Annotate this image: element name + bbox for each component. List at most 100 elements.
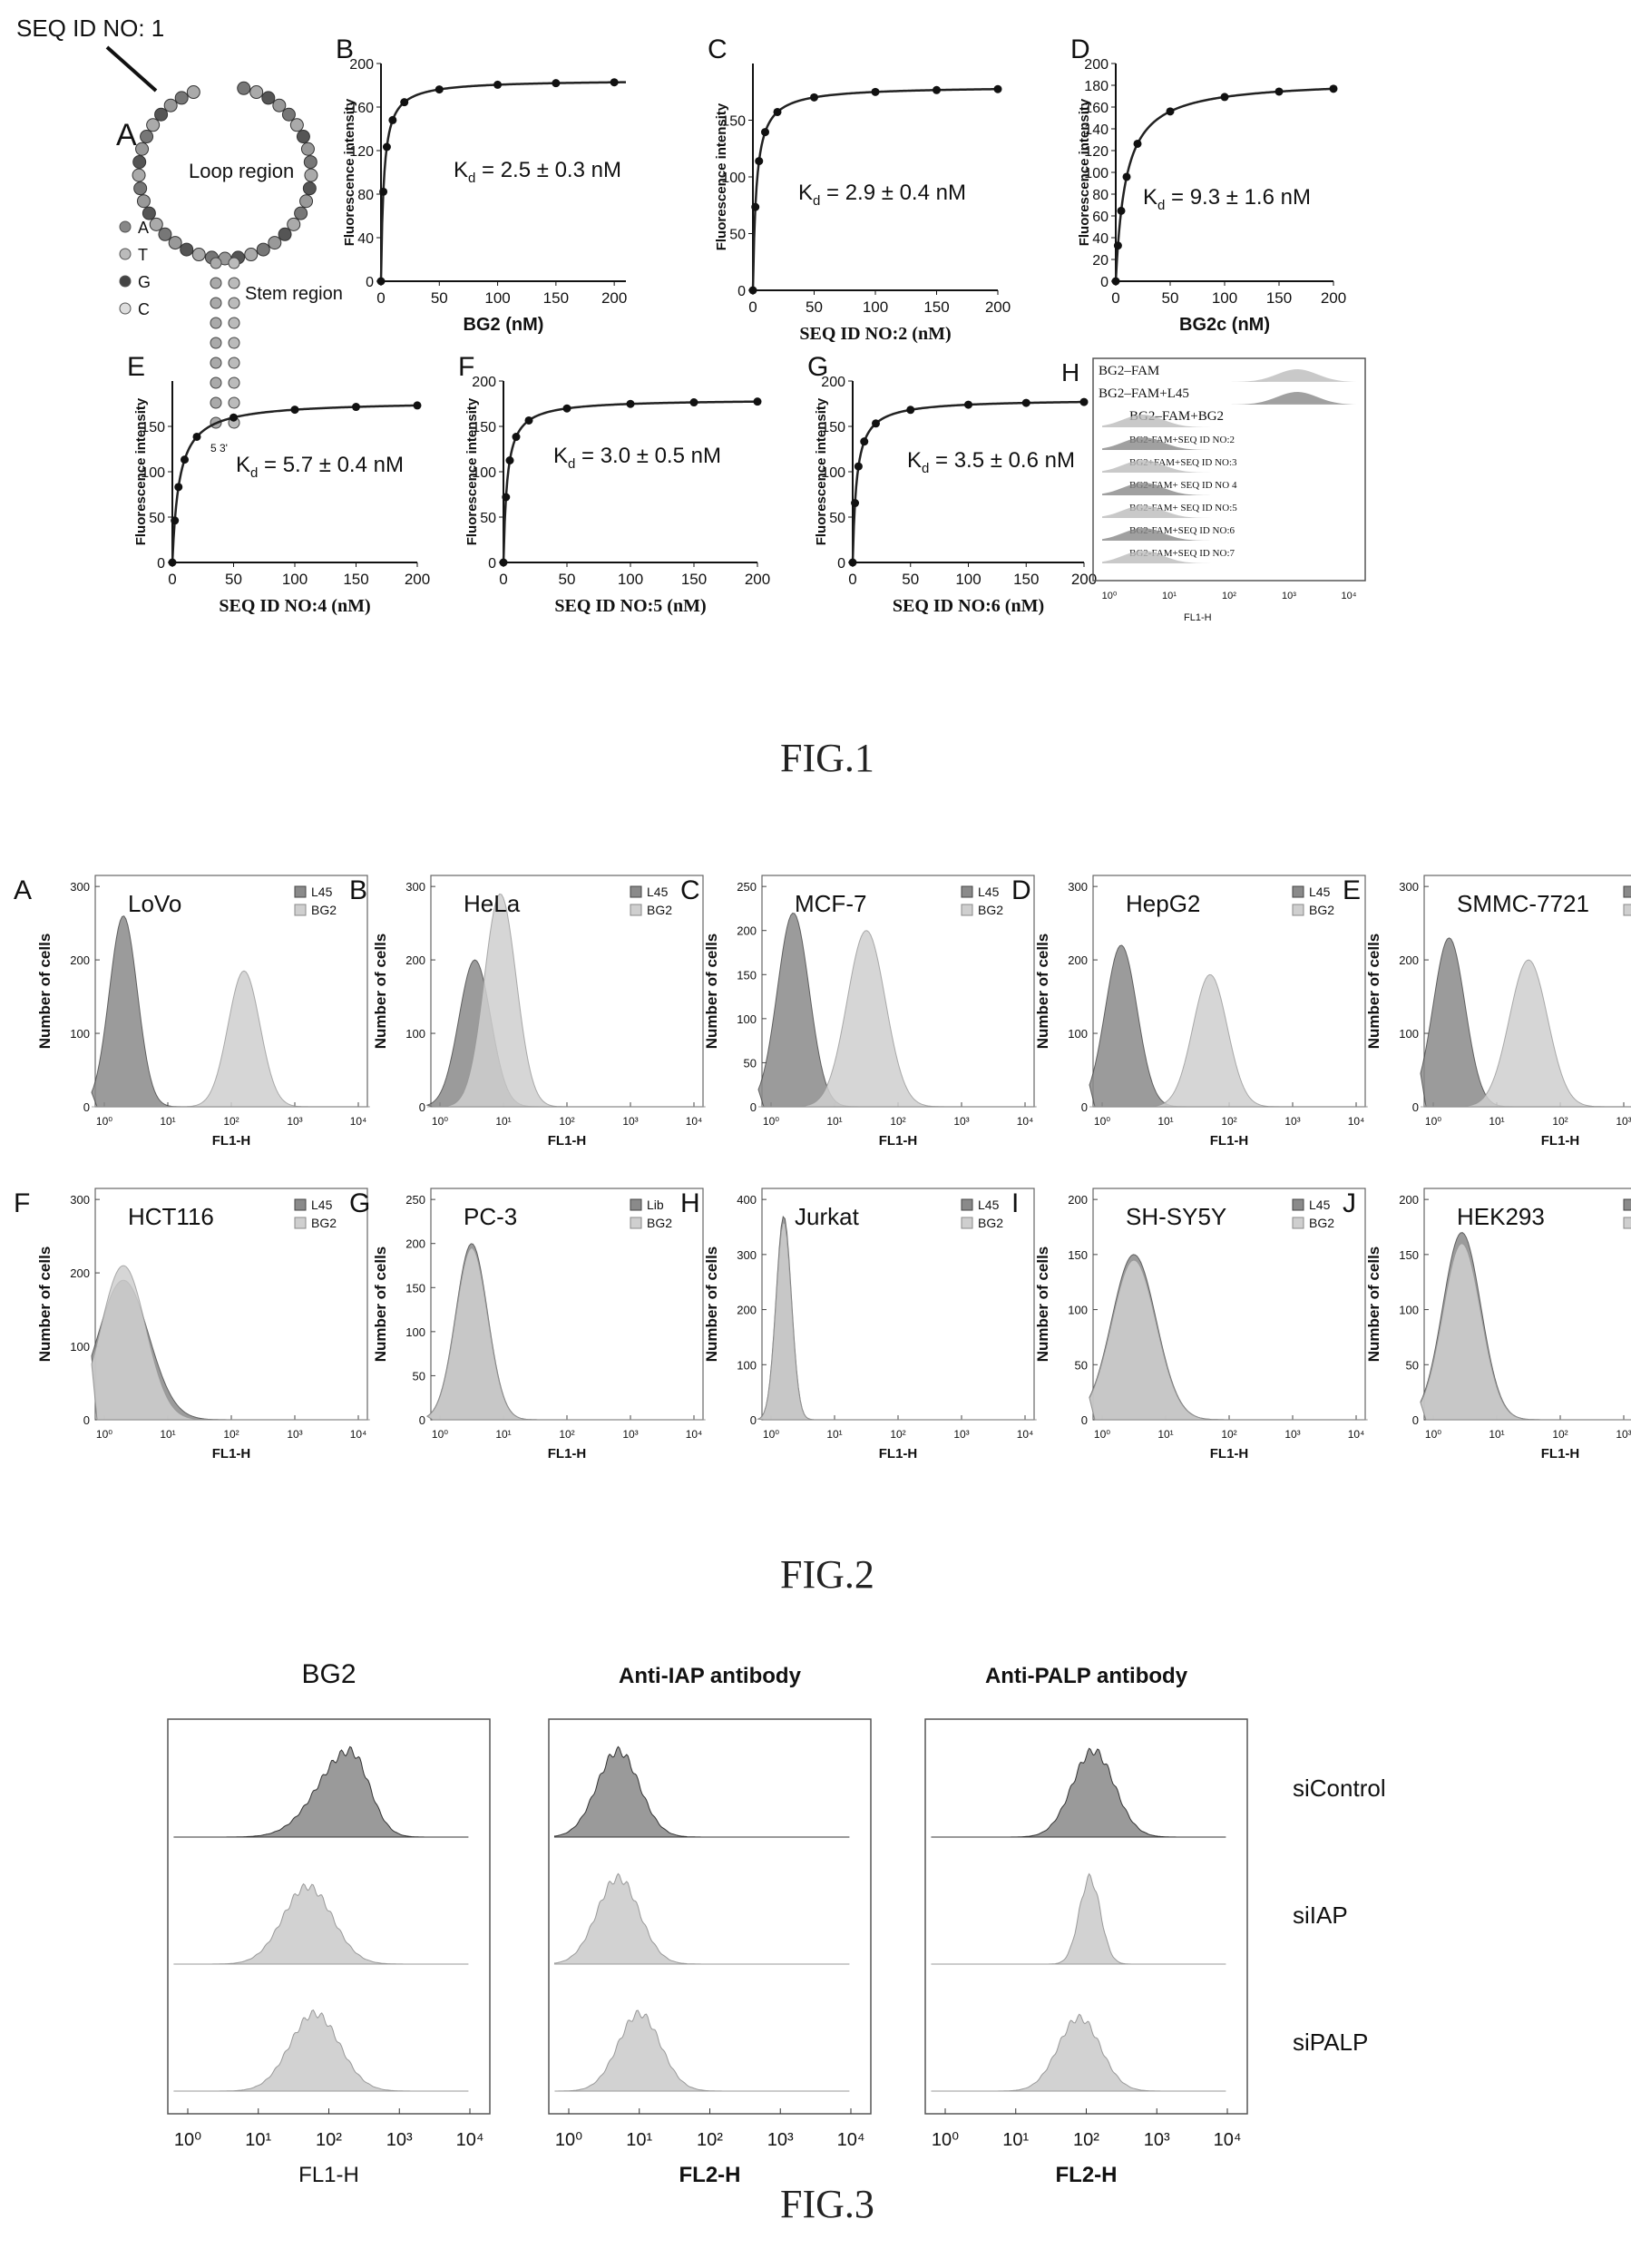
x-tick-label: 10⁰ [174,2130,201,2150]
binding-panel-G: G 0 50 100 150 200 0 50 100 150 200 Fluorescence in… [807,352,1097,616]
nucleotide-dot [132,155,147,170]
binding-fit-curve [171,404,418,563]
stem-dot-right [228,337,240,349]
figure-2-caption: FIG.2 [780,1552,874,1597]
panel-h-histogram [1102,483,1356,495]
binding-data-point [626,399,635,408]
panel-letter: J [1343,1188,1356,1218]
legend-label-1: L45 [1309,1198,1331,1212]
legend-label-1: L45 [311,885,333,899]
binding-data-point [1111,277,1120,286]
fig3-row-label: siControl [1293,1774,1386,1802]
y-tick-label: 200 [737,1304,757,1317]
x-tick-label: 10² [697,2130,723,2150]
x-tick-label: 150 [923,298,949,316]
nucleotide-dot [261,91,276,105]
y-tick-label: 0 [419,1413,425,1427]
legend-dot-C [119,302,132,315]
x-axis-label: FL1-H [1541,1446,1580,1461]
figure-1-caption: FIG.1 [780,736,874,780]
aptamer-histogram [92,970,370,1108]
x-tick-label: 10⁰ [432,1428,448,1441]
panel-a-letter: A [116,118,137,152]
y-axis-label: Number of cells [372,1246,389,1363]
binding-data-point [1275,87,1284,96]
histogram-panel-C: C 0 50 100 150 200 250 10⁰ 10¹ 10² 10³ 10⁴ FL1-H Numb… [680,875,1037,1149]
y-tick-label: 0 [1081,1413,1088,1427]
binding-data-point [493,80,503,89]
legend-swatch-1 [1623,1198,1631,1211]
legend-label-2: BG2 [647,903,672,917]
nucleotide-dot [299,194,314,209]
binding-fit-curve [851,400,1085,563]
legend-nucleotide-C: C [138,300,150,318]
y-tick-label: 100 [70,1027,90,1041]
y-tick-label: 0 [750,1413,757,1427]
x-tick-label: 10² [1073,2130,1099,2150]
y-tick-label: 100 [472,465,496,481]
binding-panel-letter: C [708,34,728,64]
y-tick-label: 200 [405,953,425,967]
x-tick-label: 10⁴ [1017,1428,1034,1441]
binding-data-point [168,558,177,567]
legend-swatch-1 [961,885,973,898]
x-tick-label: 50 [902,571,919,588]
legend-swatch-2 [1292,1217,1304,1229]
cell-line-label: Jurkat [795,1203,860,1230]
legend-swatch-2 [1623,1217,1631,1229]
binding-panel-letter: G [807,352,828,382]
fig3-panel-3: Anti-PALP antibody 10⁰ 10¹ 10² 10³ 10⁴ FL2-H [924,1664,1248,2187]
fig3-histogram [931,1747,1226,1838]
x-axis-label: FL1-H [879,1133,918,1149]
x-tick-label: 200 [1321,289,1346,307]
legend-label-2: BG2 [978,903,1003,917]
x-tick-label: 100 [863,298,888,316]
binding-data-point [388,115,397,124]
legend-label-1: L45 [978,1198,1000,1212]
x-tick-label: 10⁴ [1214,2130,1242,2150]
binding-data-point [290,406,299,415]
x-tick-label: 10³ [287,1115,302,1128]
panel-letter: C [680,875,700,905]
legend-swatch-2 [1292,904,1304,916]
x-tick-label: 10³ [287,1428,302,1441]
binding-data-point [512,433,521,442]
fig3-histogram [931,2013,1226,2092]
legend-label-2: BG2 [1309,1216,1334,1230]
y-tick-label: 300 [70,1193,90,1207]
y-tick-label: 0 [419,1100,425,1114]
panel-letter: I [1011,1188,1019,1218]
y-tick-label: 300 [70,880,90,894]
x-tick-label: 10⁴ [350,1115,367,1128]
cell-line-label: HEK293 [1457,1203,1545,1230]
fig3-row-label: siPALP [1293,2028,1368,2056]
y-axis-label: Fluorescence intensity [1077,98,1092,246]
y-axis-label: Number of cells [703,1246,720,1363]
y-tick-label: 80 [357,188,374,203]
x-tick-label: 10³ [1284,1115,1300,1128]
panel-h-histogram [1102,415,1356,427]
legend-swatch-1 [294,885,307,898]
histogram-panel-B: B 0 100 200 300 10⁰ 10¹ 10² 10³ 10⁴ FL1-H Number of… [349,875,706,1149]
fig3-panel-title: Anti-PALP antibody [985,1664,1188,1688]
nucleotide-dot [163,98,178,112]
legend-swatch-1 [1623,885,1631,898]
x-tick-label: 10³ [386,2130,413,2150]
panel-h-letter: H [1061,358,1079,386]
x-tick-label: 10¹ [160,1115,175,1128]
x-tick-label: 10⁴ [350,1428,367,1441]
y-tick-label: 250 [737,880,757,894]
nucleotide-dot [289,118,304,132]
x-tick-label: 0 [499,571,507,588]
y-tick-label: 50 [1075,1358,1088,1372]
y-tick-label: 0 [1081,1100,1088,1114]
x-tick-label: 10⁰ [1094,1428,1110,1441]
y-tick-label: 40 [357,231,374,247]
figure-3: BG2 10⁰ 10¹ 10² 10³ 10⁴ FL1-H Anti-IAP antibody… [167,1659,1386,2187]
binding-data-point [761,128,769,137]
legend-swatch-2 [630,1217,642,1229]
binding-data-point [1021,398,1030,407]
x-tick-label: 10² [316,2130,342,2150]
y-axis-label: Fluorescence intensity [342,98,357,246]
